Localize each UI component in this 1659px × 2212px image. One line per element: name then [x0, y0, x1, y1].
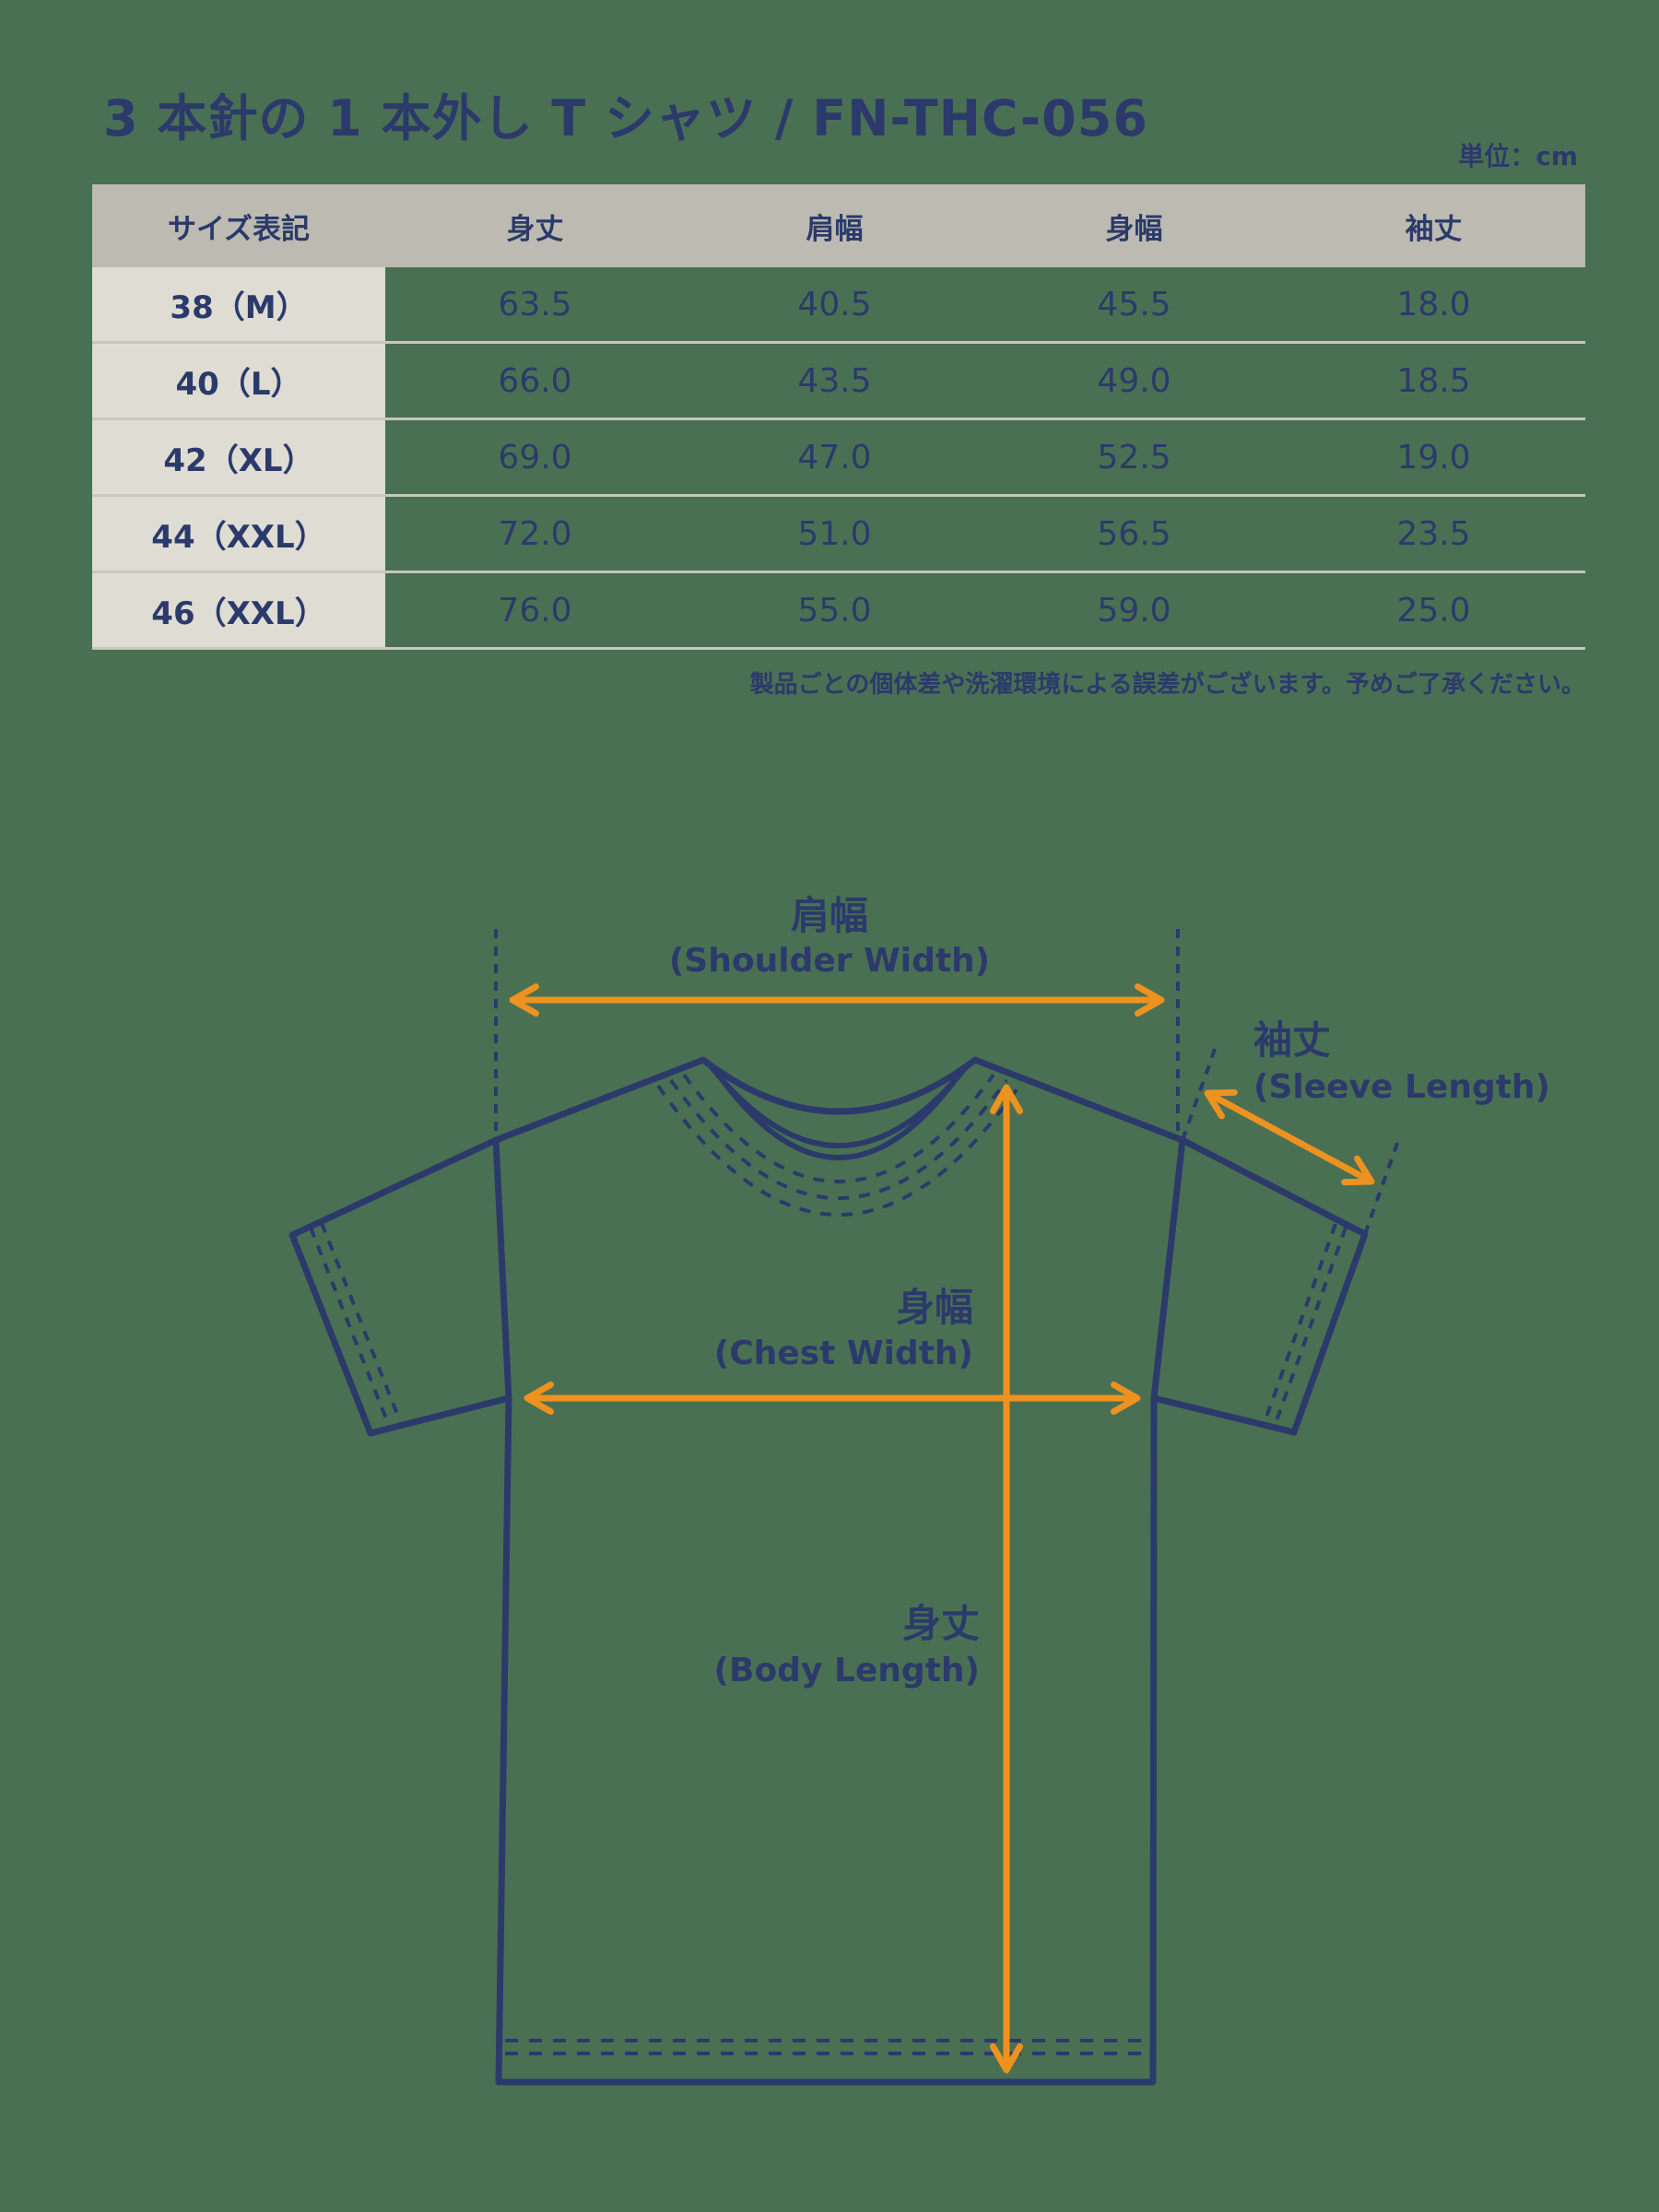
hem-stitching [505, 2039, 1147, 2055]
tshirt-right-sleeve [1153, 1136, 1369, 1436]
collar-stitching [656, 1073, 1021, 1217]
table-row: 40（L） 66.0 43.5 49.0 18.5 [92, 341, 1585, 418]
tshirt-left-sleeve [288, 1136, 510, 1437]
shoulder-width-value: 47.0 [797, 438, 872, 477]
chest-width-label-en: (Chest Width) [714, 1335, 973, 1372]
table-row: 38（M） 63.5 40.5 45.5 18.0 [92, 267, 1585, 341]
measurement-diagram: 肩幅 (Shoulder Width) 袖丈 (Sleeve Length) 身… [288, 893, 1550, 2086]
page-title: 3 本針の 1 本外し T シャツ / FN-THC-056 [103, 89, 1148, 147]
column-header-sleeve-length: 袖丈 [1405, 212, 1463, 246]
chest-width-value: 56.5 [1097, 514, 1171, 553]
shoulder-width-label-ja: 肩幅 [791, 893, 868, 938]
column-header-shoulder-width: 肩幅 [806, 212, 864, 246]
size-table-header: サイズ表記 身丈 肩幅 身幅 袖丈 [92, 184, 1585, 267]
chest-width-value: 52.5 [1097, 438, 1171, 477]
chest-width-value: 49.0 [1097, 361, 1171, 400]
sleeve-length-label-ja: 袖丈 [1253, 1018, 1331, 1063]
body-length-label-en: (Body Length) [714, 1652, 980, 1689]
unit-label: 単位：cm [1458, 141, 1578, 171]
disclaimer-note: 製品ごとの個体差や洗濯環境による誤差がございます。予めご了承ください。 [749, 671, 1585, 699]
shoulder-width-label-en: (Shoulder Width) [669, 942, 990, 980]
body-length-value: 76.0 [498, 591, 572, 629]
shoulder-width-value: 40.5 [797, 285, 872, 324]
sleeve-length-value: 19.0 [1396, 438, 1471, 477]
size-label: 46（XXL） [92, 573, 385, 647]
sleeve-length-value: 18.5 [1396, 361, 1471, 400]
sleeve-length-arrow [1204, 1088, 1375, 1186]
column-header-chest-width: 身幅 [1105, 212, 1163, 246]
body-length-value: 69.0 [498, 438, 572, 477]
body-length-value: 66.0 [498, 361, 572, 400]
body-length-value: 63.5 [498, 285, 572, 324]
tshirt-body-outline [492, 1056, 1186, 2086]
table-row: 44（XXL） 72.0 51.0 56.5 23.5 [92, 494, 1585, 571]
collar-band [709, 1065, 969, 1160]
sleeve-length-label-en: (Sleeve Length) [1253, 1068, 1550, 1106]
size-label: 42（XL） [92, 420, 385, 494]
size-table: サイズ表記 身丈 肩幅 身幅 袖丈 38（M） 63.5 40.5 45.5 1… [92, 184, 1585, 650]
shoulder-width-value: 55.0 [797, 591, 872, 629]
left-cuff-stitching [309, 1222, 402, 1427]
table-row: 46（XXL） 76.0 55.0 59.0 25.0 [92, 571, 1585, 647]
body-length-value: 72.0 [498, 514, 572, 553]
size-label: 40（L） [92, 344, 385, 418]
sleeve-length-value: 23.5 [1396, 514, 1471, 553]
size-label: 38（M） [92, 267, 385, 341]
shoulder-width-value: 43.5 [797, 361, 872, 400]
column-header-body-length: 身丈 [506, 212, 564, 246]
column-header-size: サイズ表記 [167, 212, 311, 246]
sleeve-length-value: 18.0 [1396, 285, 1471, 324]
size-label: 44（XXL） [92, 497, 385, 571]
chest-width-label-ja: 身幅 [896, 1285, 973, 1330]
shoulder-width-value: 51.0 [797, 514, 872, 553]
size-table-body: 38（M） 63.5 40.5 45.5 18.0 40（L） 66.0 43.… [92, 267, 1585, 650]
chest-width-value: 59.0 [1097, 591, 1171, 629]
sleeve-length-value: 25.0 [1396, 591, 1471, 629]
table-row: 42（XL） 69.0 47.0 52.5 19.0 [92, 418, 1585, 494]
body-length-label-ja: 身丈 [902, 1601, 980, 1646]
chest-width-value: 45.5 [1097, 285, 1171, 324]
right-cuff-stitching [1263, 1223, 1347, 1427]
